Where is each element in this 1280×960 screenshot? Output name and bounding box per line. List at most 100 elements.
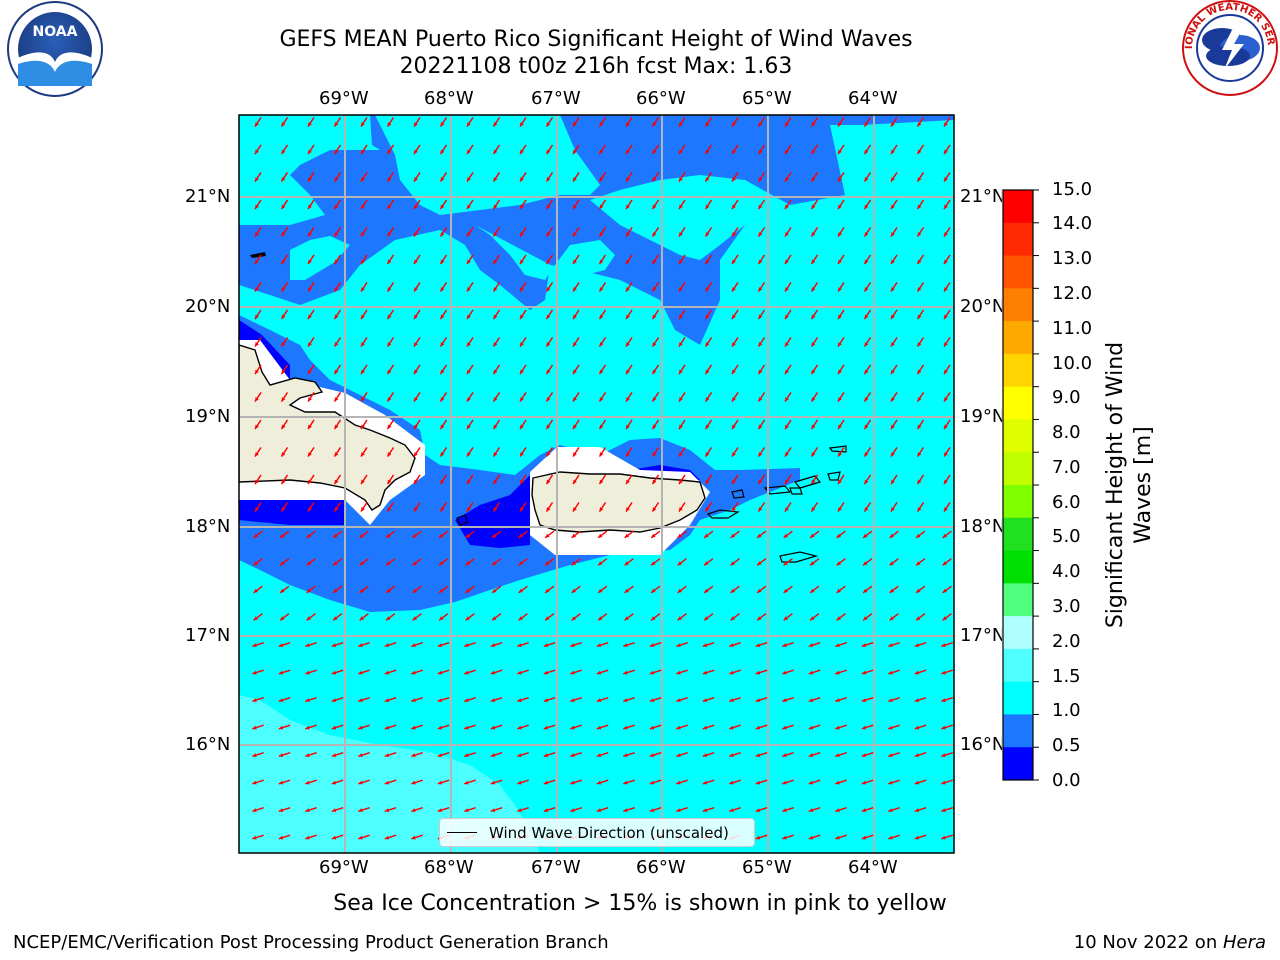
wind-arrow (625, 282, 633, 292)
wind-arrow (358, 669, 370, 675)
wind-arrow (360, 447, 368, 457)
wind-arrow (943, 144, 951, 155)
wind-arrow (252, 779, 264, 785)
wind-arrow (386, 392, 395, 402)
wind-arrow (385, 613, 396, 621)
wind-arrow (572, 309, 580, 320)
wind-arrow (624, 613, 634, 621)
wind-arrow (307, 227, 315, 237)
wind-arrow (570, 724, 582, 730)
wind-arrow (572, 392, 580, 402)
wind-arrow (943, 199, 951, 210)
wind-arrow (625, 419, 633, 430)
wind-arrow (809, 530, 820, 539)
wind-arrow (360, 282, 368, 292)
wind-arrow (888, 752, 900, 757)
wind-arrow (490, 642, 503, 647)
wind-arrow (625, 254, 633, 265)
colorbar-tick: 8.0 (1052, 422, 1081, 443)
wind-arrow (915, 558, 926, 566)
wind-arrow (439, 419, 448, 430)
colorbar-tick: 3.0 (1052, 596, 1081, 617)
wind-arrow (755, 834, 768, 840)
wind-arrow (837, 282, 845, 292)
wind-arrow (596, 642, 609, 647)
wind-arrow (254, 227, 262, 237)
wind-arrow (651, 474, 660, 485)
wind-arrow (624, 558, 634, 566)
wind-arrow (729, 697, 741, 702)
wind-arrow (413, 364, 421, 375)
wind-arrow (384, 752, 397, 757)
wind-arrow (836, 558, 846, 566)
wind-arrow (649, 724, 662, 730)
lat-label-left: 17°N (185, 625, 231, 646)
wind-arrow (413, 282, 421, 292)
wind-arrow (358, 697, 370, 702)
wind-arrow (810, 337, 819, 347)
wind-arrow (331, 669, 344, 675)
wind-arrow (890, 199, 898, 210)
wind-arrow (598, 199, 607, 210)
wind-arrow (703, 585, 714, 594)
wind-arrow (280, 199, 289, 210)
wind-arrow (439, 474, 448, 485)
wind-arrow (519, 419, 527, 430)
wind-arrow (439, 309, 448, 320)
wind-arrow (888, 669, 900, 675)
wind-arrow (704, 364, 713, 375)
wind-arrow (519, 282, 527, 292)
wind-arrow (439, 199, 448, 210)
wind-arrow (572, 364, 580, 375)
wind-arrow (280, 227, 289, 237)
wind-arrow (835, 779, 847, 785)
wind-arrow (598, 144, 607, 155)
wind-arrow (519, 227, 527, 237)
wind-arrow (784, 199, 792, 210)
wind-arrow (385, 558, 396, 566)
wind-arrow (307, 254, 315, 265)
wind-arrow (863, 144, 872, 155)
wind-arrow (305, 752, 317, 757)
wind-arrow (543, 697, 556, 702)
wind-arrow (411, 724, 423, 730)
wind-arrow (572, 199, 580, 210)
wind-arrow (914, 724, 927, 730)
wind-arrow (439, 337, 448, 347)
wind-arrow (731, 254, 739, 265)
wind-arrow (333, 172, 342, 182)
land-anegada (828, 445, 847, 453)
wind-arrow (623, 724, 635, 730)
wind-arrow (252, 834, 264, 840)
wind-arrow (808, 724, 821, 730)
wind-arrow (916, 172, 925, 182)
wind-arrow (784, 419, 792, 430)
wind-arrow (888, 779, 900, 785)
wind-arrow (517, 669, 529, 675)
wind-arrow (307, 502, 315, 512)
wind-arrow (571, 558, 581, 566)
wind-arrow (702, 669, 715, 675)
wind-arrow (729, 779, 741, 785)
wind-arrow (359, 585, 369, 594)
wind-arrow (810, 172, 819, 182)
wind-arrow (572, 474, 580, 485)
wind-arrow (307, 309, 315, 320)
wind-arrow (518, 613, 528, 621)
wind-arrow (625, 337, 633, 347)
wind-arrow (278, 669, 291, 675)
wind-arrow (413, 254, 421, 265)
wind-arrow (836, 585, 846, 594)
wind-arrow (464, 807, 476, 812)
wind-arrow (254, 254, 262, 265)
colorbar (1002, 189, 1039, 781)
wind-arrow (757, 502, 766, 512)
wind-arrow (570, 752, 582, 757)
wind-arrow (597, 530, 608, 539)
wind-arrow (519, 337, 527, 347)
wind-arrow (280, 502, 289, 512)
wind-arrow (916, 502, 925, 512)
wind-arrow (413, 309, 421, 320)
colorbar-tick: 11.0 (1052, 318, 1093, 339)
wind-arrow (810, 364, 819, 375)
